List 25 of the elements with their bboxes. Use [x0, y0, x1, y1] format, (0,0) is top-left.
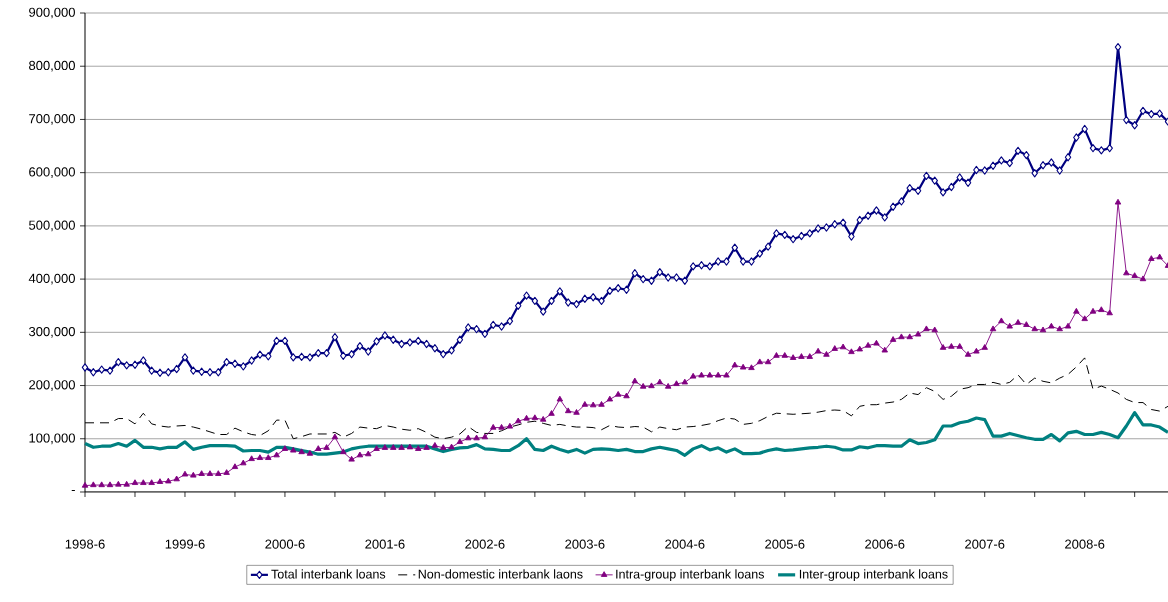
x-tick-label: 1998-6	[65, 539, 105, 549]
legend-label: Inter-group interbank loans	[799, 569, 948, 581]
y-tick-label: 700,000	[29, 114, 75, 125]
x-tick-label: 2001-6	[365, 539, 405, 549]
x-tick-label: 2002-6	[465, 539, 505, 549]
y-tick-label: 300,000	[28, 326, 75, 338]
y-tick-label: 200,000	[29, 380, 75, 391]
x-tick-label: 2005-6	[765, 539, 805, 549]
x-tick-label: 1999-6	[165, 539, 205, 549]
y-tick-label: 900,000	[29, 7, 75, 19]
legend-label: Intra-group interbank loans	[616, 569, 764, 581]
y-tick-label: 100,000	[29, 433, 75, 445]
y-tick-label: 800,000	[29, 60, 75, 72]
y-tick-label: 600,000	[29, 167, 75, 179]
y-tick-label: -	[71, 490, 75, 492]
y-tick-label: 400,000	[28, 273, 75, 285]
x-tick-label: 2000-6	[265, 539, 305, 549]
x-tick-label: 2008-6	[1065, 539, 1105, 549]
x-tick-label: 2006-6	[865, 539, 905, 549]
legend-label: Total interbank loans	[271, 569, 386, 579]
x-tick-label: 2003-6	[565, 539, 605, 549]
legend-label: Non-domestic interbank laons	[418, 569, 583, 579]
x-tick-label: 2004-6	[665, 539, 705, 549]
x-tick-label: 2007-6	[965, 539, 1005, 549]
y-tick-label: 500,000	[29, 220, 75, 232]
